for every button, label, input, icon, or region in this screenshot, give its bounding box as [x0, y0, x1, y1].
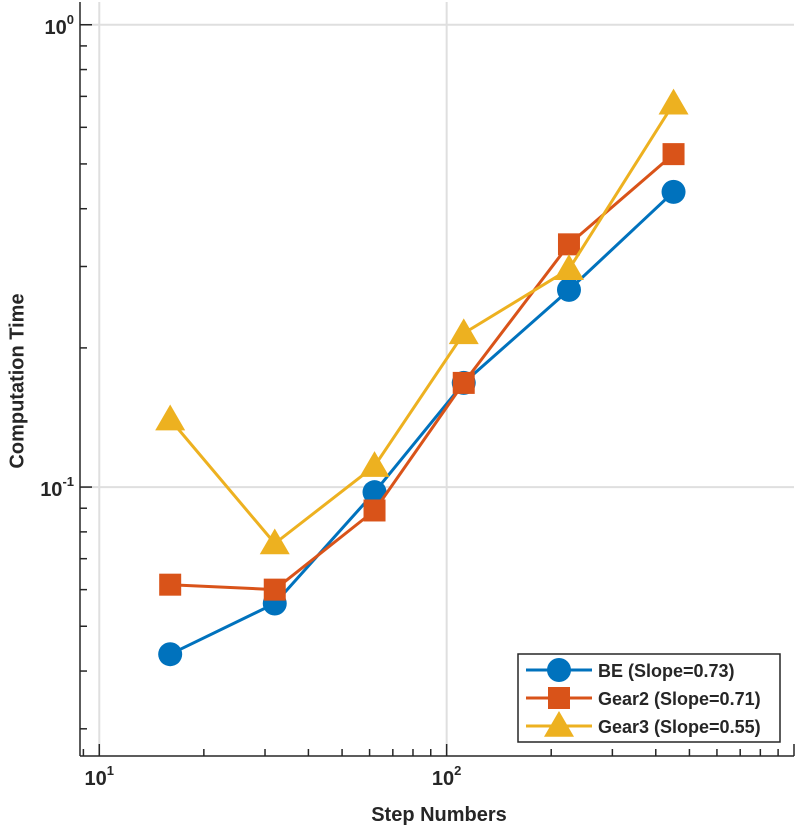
- data-point: [362, 480, 387, 505]
- legend-marker: [548, 687, 570, 709]
- data-point: [662, 143, 685, 166]
- legend-label: Gear3 (Slope=0.55): [598, 717, 761, 737]
- data-point: [159, 573, 182, 596]
- data-point: [448, 318, 479, 345]
- legend-label: BE (Slope=0.73): [598, 661, 735, 681]
- y-axis-label: Computation Time: [6, 293, 28, 468]
- data-point: [452, 371, 475, 394]
- x-tick-base: 10: [85, 768, 107, 790]
- y-tick-base: 10: [40, 479, 62, 501]
- x-tick-base: 10: [432, 768, 454, 790]
- y-tick-exponent: 0: [67, 12, 74, 27]
- data-point: [661, 179, 686, 204]
- data-point: [158, 642, 183, 667]
- data-point: [363, 499, 386, 522]
- legend: BE (Slope=0.73) Gear2 (Slope=0.71) Gear3 (…: [517, 653, 781, 743]
- legend-marker: [544, 711, 574, 737]
- legend-item: BE (Slope=0.73): [526, 658, 735, 682]
- data-point: [263, 578, 286, 601]
- x-tick-label: 101: [85, 763, 114, 790]
- legend-item: Gear2 (Slope=0.71): [526, 687, 761, 709]
- data-point: [553, 254, 584, 280]
- data-point: [359, 451, 390, 477]
- data-point: [557, 233, 580, 256]
- legend-marker: [547, 658, 571, 682]
- x-tick-exponent: 2: [454, 763, 461, 778]
- series-line: [169, 190, 675, 656]
- legend-label: Gear2 (Slope=0.71): [598, 689, 761, 709]
- plot-area: [80, 2, 794, 756]
- x-axis-label: Step Numbers: [371, 804, 507, 826]
- y-tick-label: 100: [45, 12, 74, 39]
- x-tick-label: 102: [432, 763, 461, 790]
- y-tick-base: 10: [45, 17, 67, 39]
- y-tick-label: 10-1: [40, 474, 74, 501]
- x-tick-exponent: 1: [107, 763, 114, 778]
- series-line: [170, 152, 675, 592]
- y-tick-exponent: -1: [62, 474, 74, 489]
- data-point: [658, 88, 689, 115]
- data-point: [259, 528, 290, 555]
- series-line: [169, 102, 675, 545]
- series-triangle: [155, 88, 689, 555]
- series-square: [159, 143, 685, 601]
- data-point: [155, 404, 186, 431]
- legend-item: Gear3 (Slope=0.55): [526, 711, 761, 737]
- data-point: [556, 277, 581, 302]
